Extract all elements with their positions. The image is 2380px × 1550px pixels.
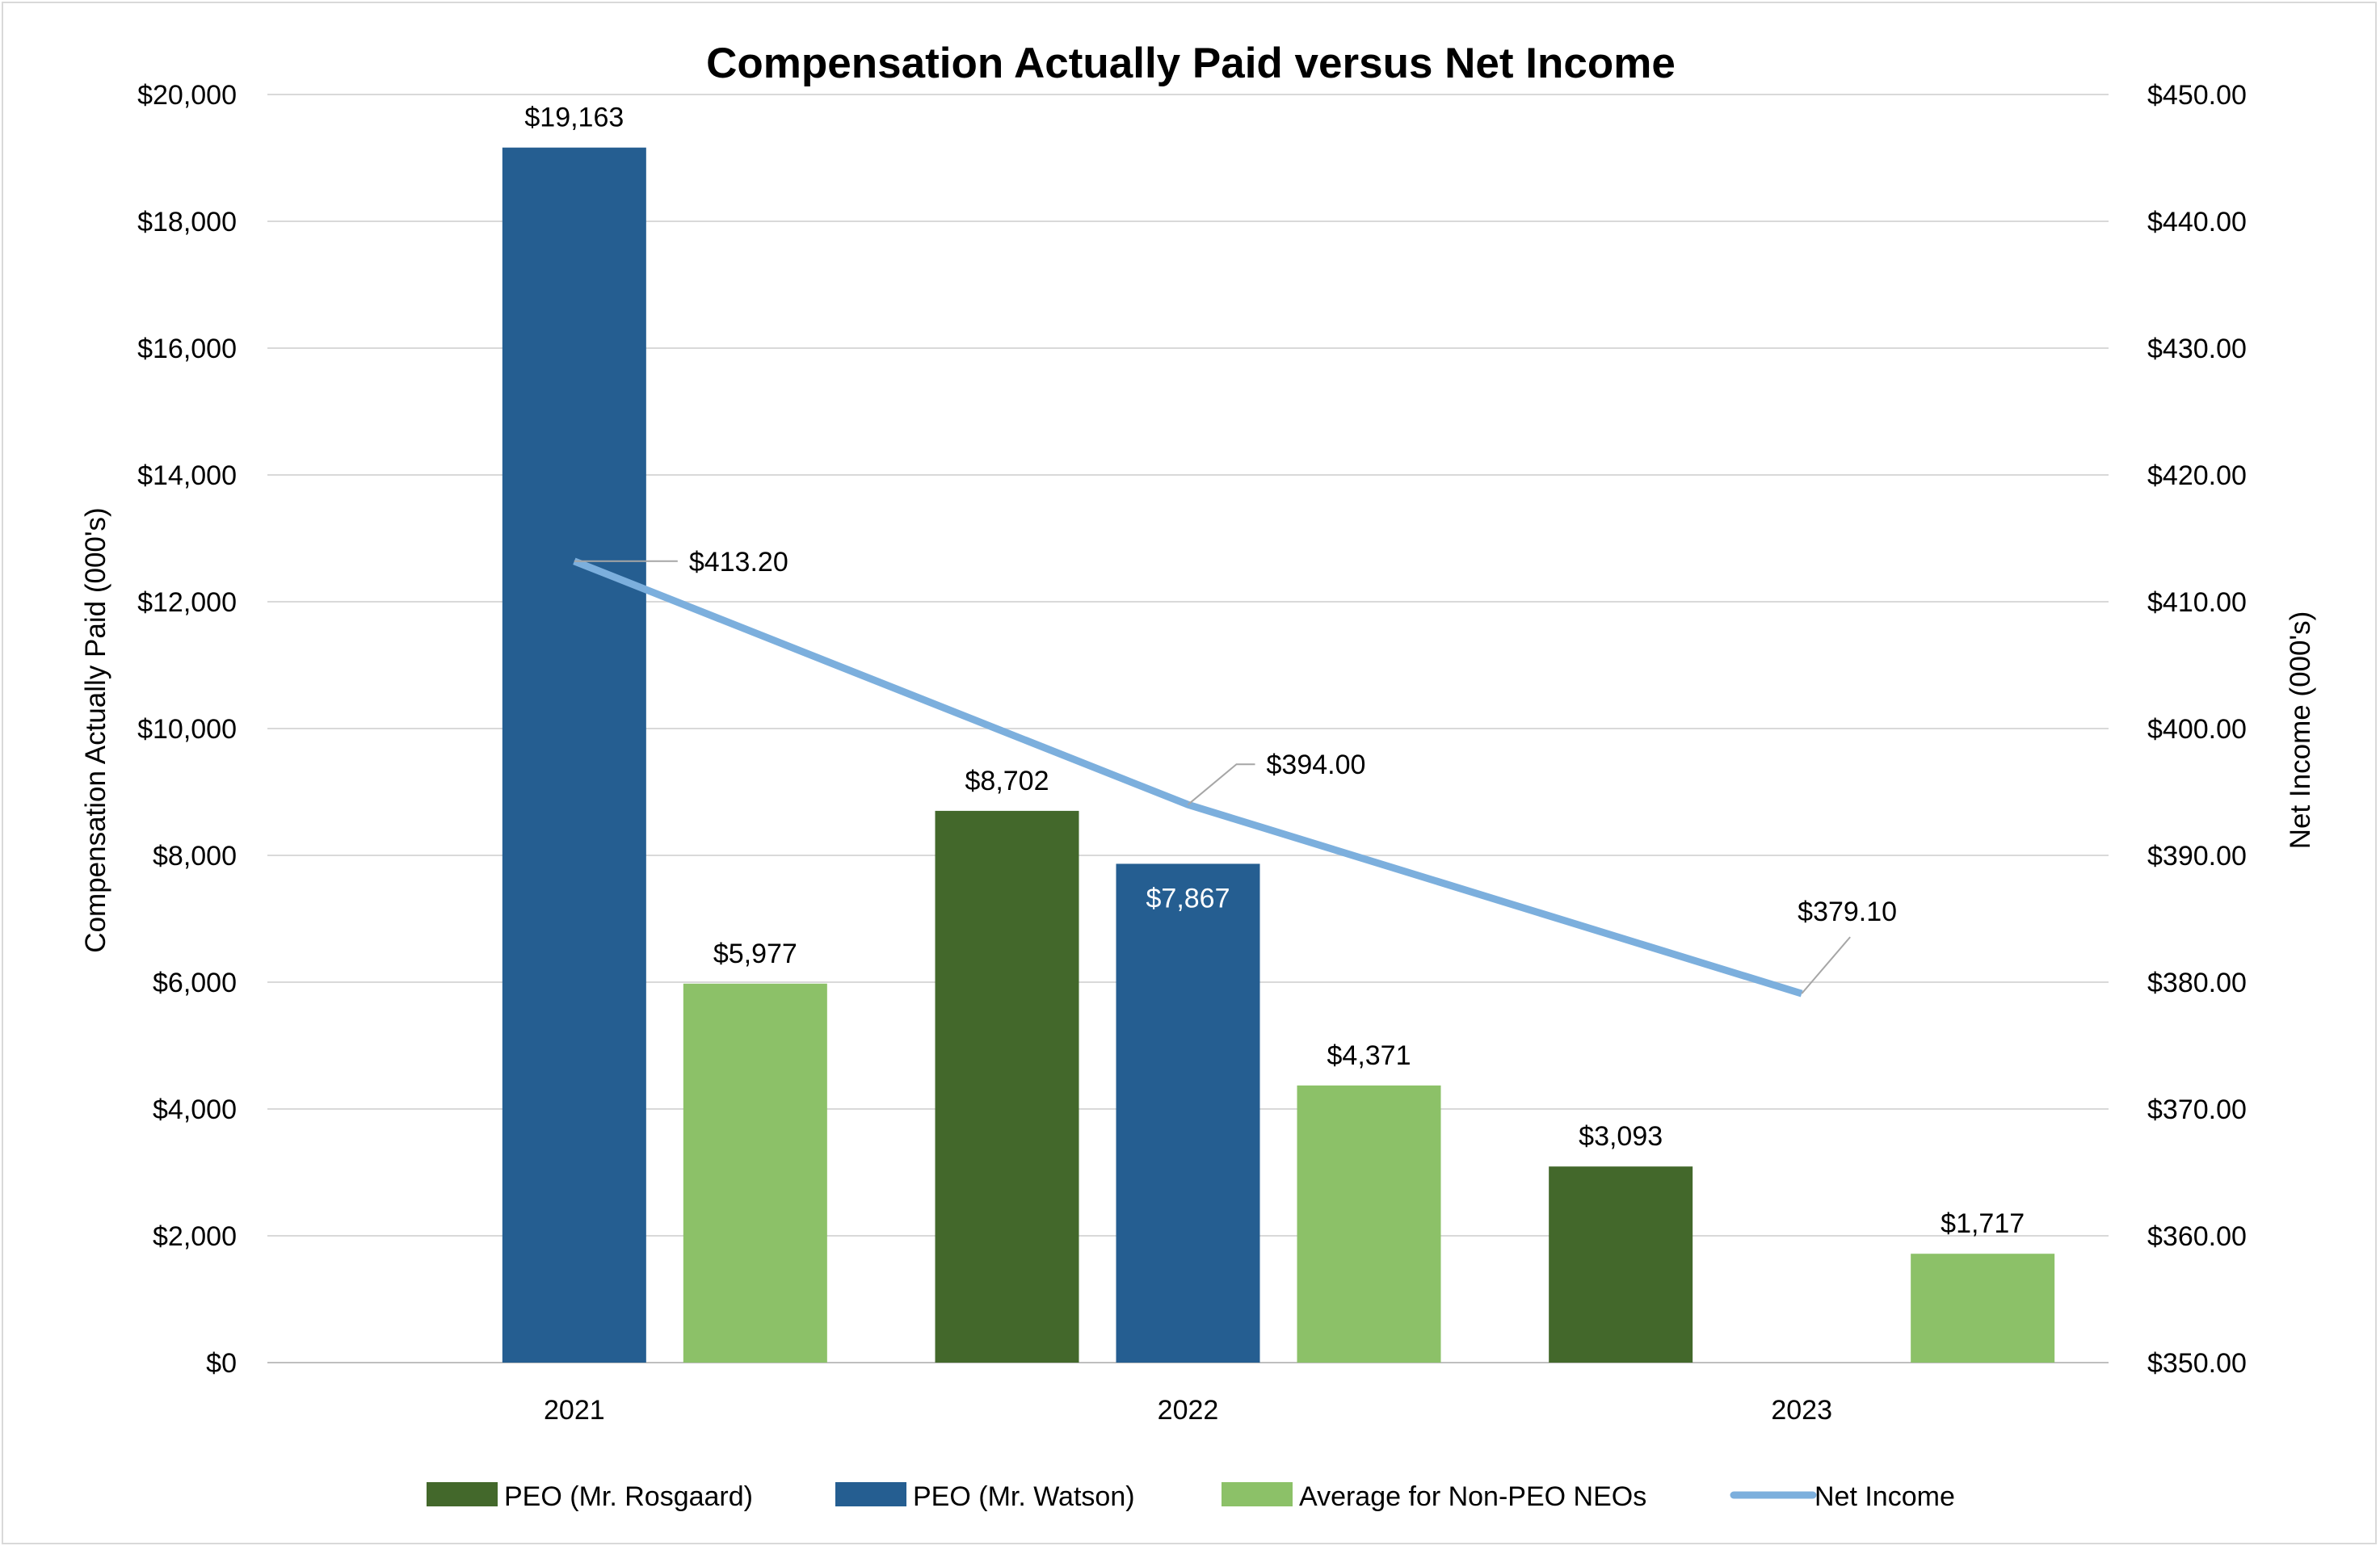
y2-tick-label: $410.00 (2147, 587, 2247, 618)
y-tick-label: $12,000 (137, 587, 237, 618)
data-label: $1,717 (1941, 1208, 2025, 1239)
y2-tick-label: $420.00 (2147, 460, 2247, 491)
legend-swatch (427, 1482, 498, 1506)
chart-title: Compensation Actually Paid versus Net In… (706, 40, 1676, 87)
bar (1116, 863, 1260, 1363)
net-income-label: $413.20 (689, 547, 788, 578)
leader-line (1187, 763, 1255, 805)
legend-label: Net Income (1814, 1481, 1955, 1512)
y-tick-label: $18,000 (137, 207, 237, 237)
data-label: $19,163 (524, 103, 624, 133)
y-tick-label: $16,000 (137, 334, 237, 364)
legend-swatch (835, 1482, 906, 1506)
bar (1549, 1166, 1693, 1363)
bar (502, 147, 646, 1363)
net-income-label: $379.10 (1798, 897, 1897, 927)
y-tick-label: $2,000 (153, 1221, 237, 1252)
legend-label: PEO (Mr. Rosgaard) (504, 1481, 753, 1512)
data-label: $7,867 (1146, 883, 1230, 914)
x-tick-label: 2021 (544, 1395, 605, 1426)
x-tick-label: 2023 (1771, 1395, 1832, 1426)
y-axis-title: Compensation Actually Paid (000's) (80, 507, 111, 952)
x-tick-label: 2022 (1158, 1395, 1219, 1426)
y-tick-label: $10,000 (137, 714, 237, 745)
leader-line (1801, 936, 1851, 994)
y-tick-label: $6,000 (153, 968, 237, 998)
data-label: $4,371 (1327, 1040, 1411, 1071)
bar (1911, 1254, 2055, 1363)
y2-tick-label: $440.00 (2147, 207, 2247, 237)
y2-tick-label: $380.00 (2147, 968, 2247, 998)
y-tick-label: $14,000 (137, 460, 237, 491)
legend-swatch (1222, 1482, 1293, 1506)
legend-label: PEO (Mr. Watson) (913, 1481, 1135, 1512)
y-tick-label: $20,000 (137, 80, 237, 111)
data-label: $3,093 (1579, 1121, 1663, 1152)
y2-tick-label: $370.00 (2147, 1094, 2247, 1125)
bar (683, 983, 827, 1363)
y-tick-label: $0 (206, 1348, 237, 1379)
y2-tick-label: $400.00 (2147, 714, 2247, 745)
legend-label: Average for Non-PEO NEOs (1299, 1481, 1646, 1512)
y2-tick-label: $360.00 (2147, 1221, 2247, 1252)
y2-axis-title: Net Income (000's) (2285, 611, 2316, 850)
y-tick-label: $8,000 (153, 841, 237, 872)
bar (935, 810, 1079, 1363)
y2-tick-label: $390.00 (2147, 841, 2247, 872)
y-tick-label: $4,000 (153, 1094, 237, 1125)
net-income-label: $394.00 (1267, 750, 1366, 780)
chart: Compensation Actually Paid versus Net In… (80, 40, 2316, 1512)
y2-tick-label: $430.00 (2147, 334, 2247, 364)
bar (1297, 1085, 1441, 1363)
y2-tick-label: $450.00 (2147, 80, 2247, 111)
y2-tick-label: $350.00 (2147, 1348, 2247, 1379)
data-label: $8,702 (965, 766, 1049, 796)
data-label: $5,977 (713, 939, 797, 969)
